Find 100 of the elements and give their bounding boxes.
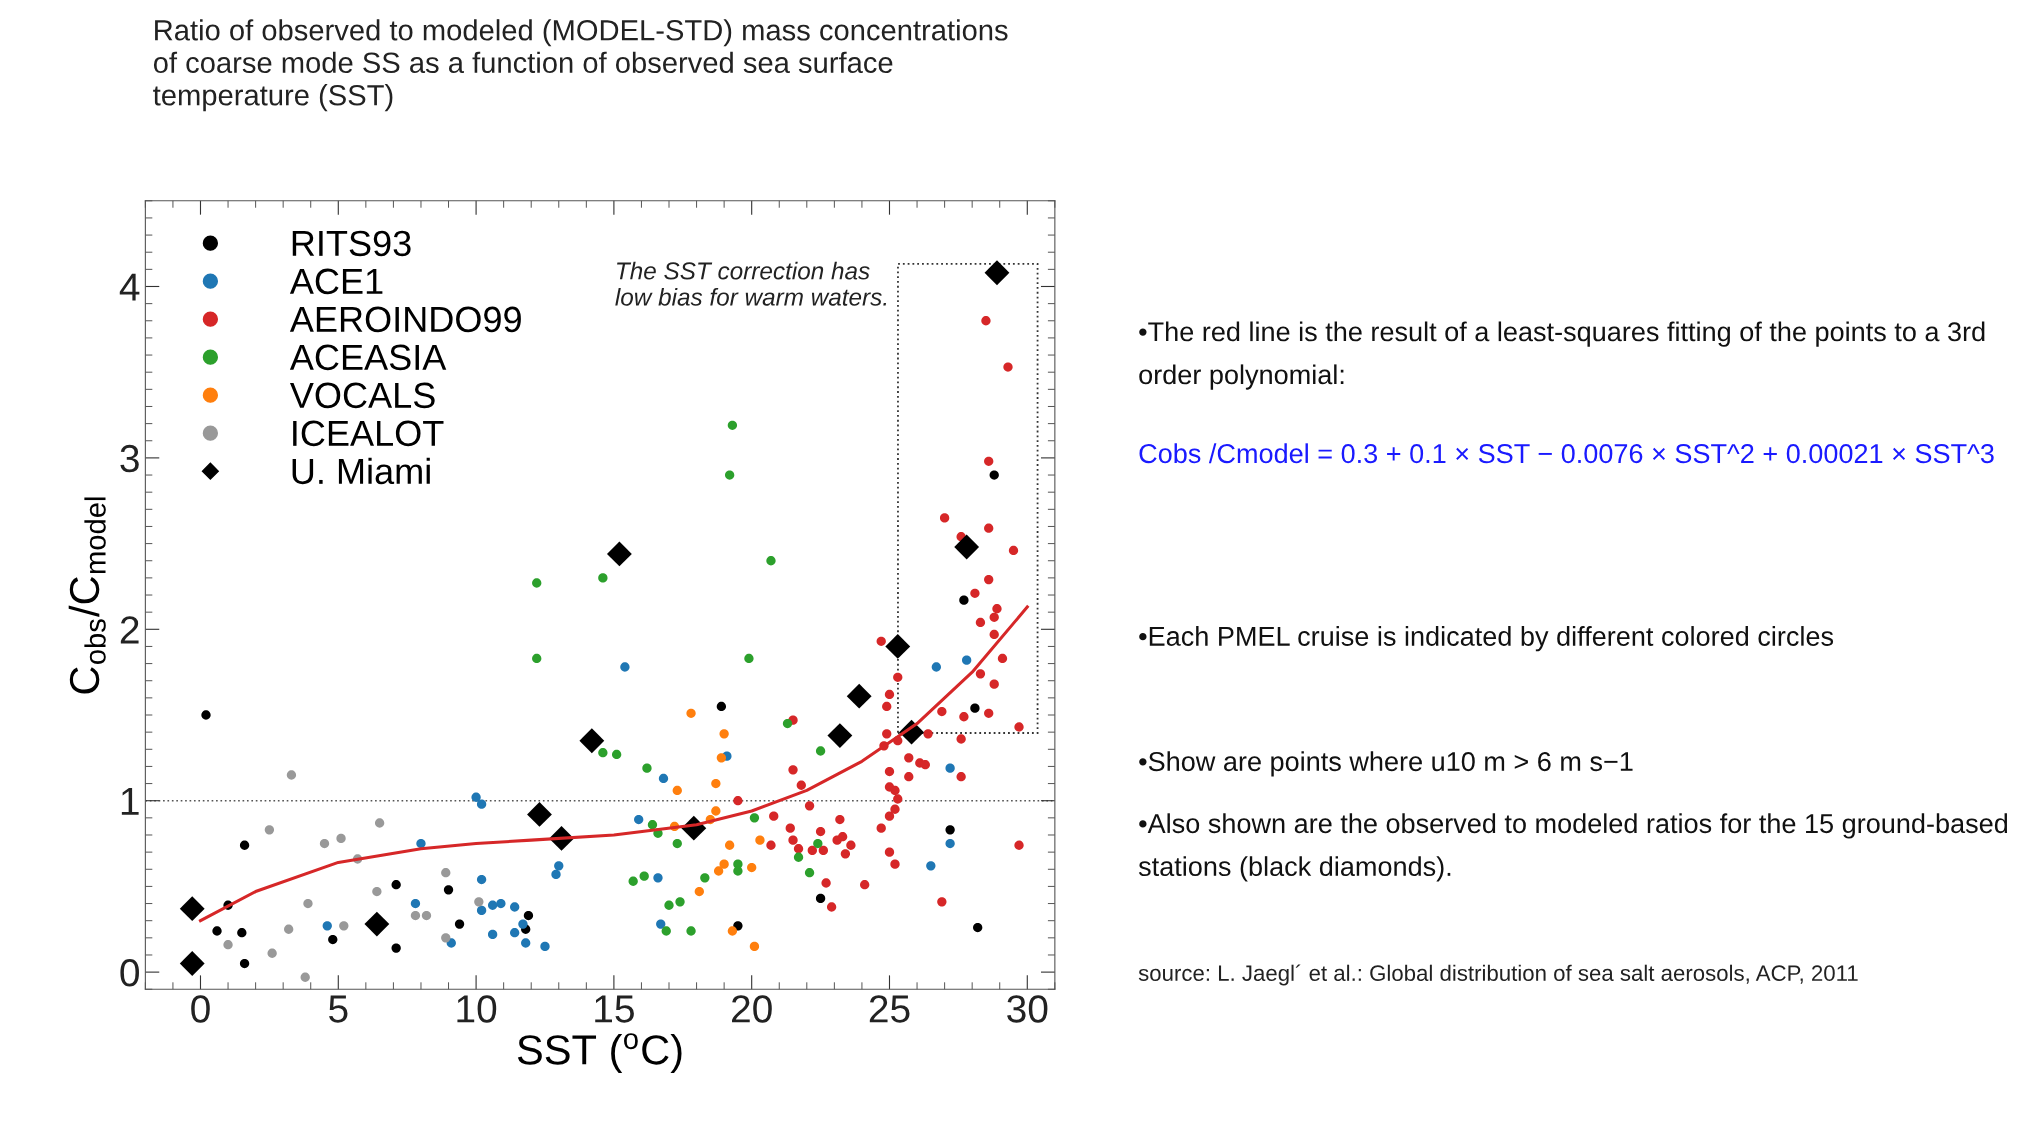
point <box>487 929 498 940</box>
point <box>675 897 685 907</box>
point <box>733 921 743 931</box>
point <box>672 785 682 796</box>
point <box>364 911 390 937</box>
point <box>322 921 332 931</box>
point <box>532 653 542 664</box>
legend-label: ACEASIA <box>289 344 447 371</box>
point <box>945 838 955 849</box>
point <box>766 556 776 566</box>
x-tick-label: 5 <box>329 995 348 1023</box>
point <box>518 919 528 929</box>
point <box>711 806 721 816</box>
point <box>749 813 760 823</box>
point <box>421 910 432 921</box>
point <box>970 703 980 713</box>
point <box>664 900 674 910</box>
point <box>540 941 550 952</box>
x-tick-label: 25 <box>869 995 910 1023</box>
point <box>554 861 564 871</box>
y-tick-label: 0 <box>120 959 139 987</box>
point <box>611 749 622 760</box>
point <box>724 470 735 480</box>
point <box>300 972 310 982</box>
point <box>510 928 520 938</box>
x-tick-label: 20 <box>732 995 772 1023</box>
point <box>719 859 729 869</box>
point <box>391 880 401 890</box>
point <box>962 655 972 665</box>
point <box>620 662 630 672</box>
point <box>179 896 205 922</box>
point <box>239 958 250 969</box>
point <box>284 924 294 934</box>
point <box>931 662 941 672</box>
point <box>727 420 738 430</box>
point <box>598 748 608 758</box>
point <box>264 825 275 835</box>
point <box>476 905 487 916</box>
point <box>303 898 313 909</box>
point <box>984 260 1010 286</box>
point <box>179 951 205 976</box>
y-tick-label: 2 <box>120 616 139 644</box>
point <box>474 897 484 907</box>
point <box>813 838 823 849</box>
y-axis-title: C$_{obs}$/C$_{model}$ <box>68 497 106 694</box>
point <box>391 943 401 953</box>
point <box>686 926 696 936</box>
annotation: The SST correction has low bias for warm waters. <box>615 261 887 306</box>
point <box>639 871 649 881</box>
point <box>476 874 487 885</box>
point <box>523 910 534 921</box>
point <box>686 708 696 718</box>
point <box>694 886 704 897</box>
point <box>628 876 638 886</box>
point <box>579 728 605 754</box>
point <box>954 534 980 560</box>
point <box>476 799 487 809</box>
point <box>471 792 481 802</box>
source-note: source: L. Jaegl´ et al.: Global distribution of sea salt aerosols, ACP, 2011 <box>1138 964 1858 986</box>
legend-label: RITS93 <box>292 230 411 257</box>
point <box>510 902 520 912</box>
legend-label: VOCALS <box>289 382 435 409</box>
point <box>441 868 451 878</box>
point <box>496 898 506 909</box>
point <box>661 926 671 936</box>
point <box>441 933 451 943</box>
point <box>410 898 421 909</box>
point <box>945 825 955 835</box>
point <box>782 718 793 729</box>
point <box>339 921 349 931</box>
legend-label: U. Miami <box>292 457 430 485</box>
point <box>733 866 743 876</box>
point <box>223 940 233 950</box>
point <box>719 729 729 739</box>
legend-label: ICEALOT <box>293 420 444 447</box>
point <box>656 919 666 929</box>
point <box>885 634 911 659</box>
point <box>446 938 456 948</box>
x-tick-label: 0 <box>191 995 210 1023</box>
point <box>846 683 872 709</box>
point <box>747 862 757 873</box>
point <box>713 866 724 876</box>
legend-label: ACE1 <box>289 268 383 295</box>
point <box>815 746 826 756</box>
point <box>793 852 804 862</box>
point <box>749 941 760 952</box>
point <box>827 723 853 748</box>
point <box>716 701 727 712</box>
x-axis-title: SST ($^{o}$C) <box>517 1033 682 1073</box>
point <box>973 922 983 933</box>
point <box>443 885 454 895</box>
point <box>716 753 727 763</box>
point <box>724 840 735 850</box>
point <box>727 926 738 936</box>
y-tick-label: 3 <box>120 444 139 473</box>
point <box>815 893 826 904</box>
text: •Each PMEL cruise is indicated by different colored circles <box>1139 626 1834 652</box>
point <box>700 873 710 883</box>
point <box>237 928 247 938</box>
point <box>328 934 338 945</box>
